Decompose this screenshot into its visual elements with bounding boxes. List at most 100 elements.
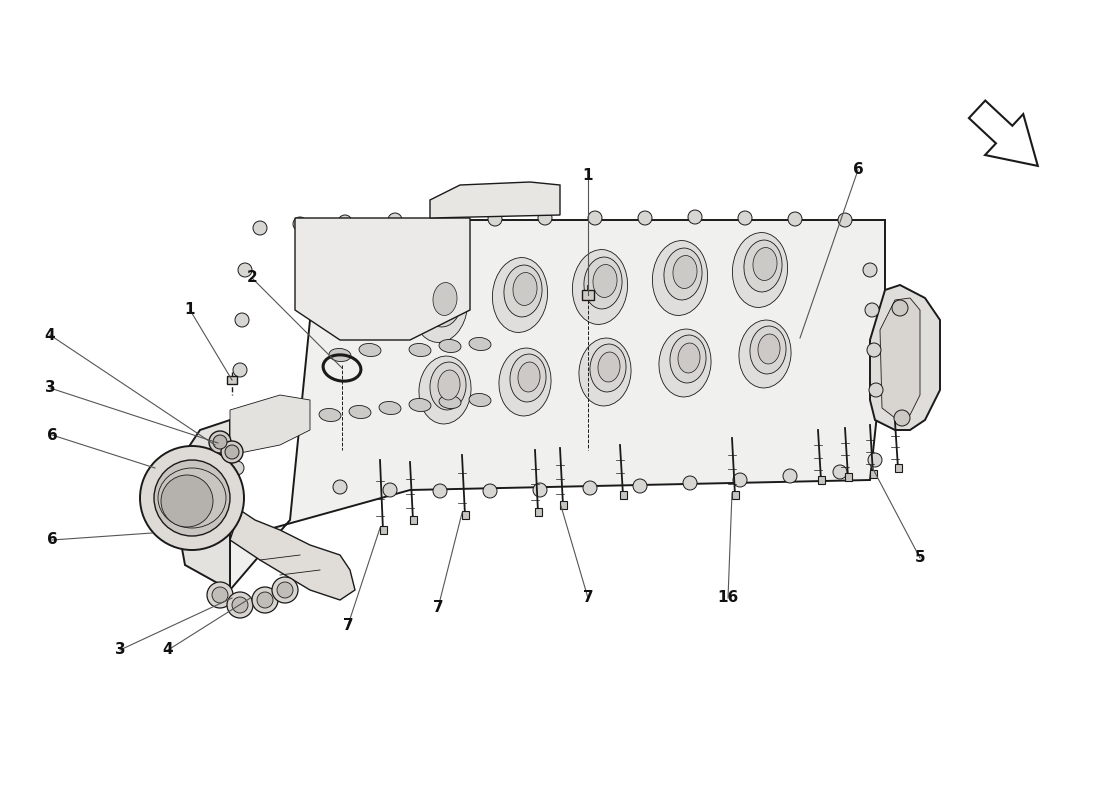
Polygon shape xyxy=(230,395,310,455)
Ellipse shape xyxy=(439,339,461,353)
Polygon shape xyxy=(230,220,886,590)
Circle shape xyxy=(257,592,273,608)
Ellipse shape xyxy=(419,356,471,424)
Bar xyxy=(732,491,739,499)
Circle shape xyxy=(232,597,248,613)
Polygon shape xyxy=(175,420,230,590)
Polygon shape xyxy=(295,218,470,340)
Circle shape xyxy=(277,582,293,598)
Ellipse shape xyxy=(572,250,628,325)
Bar xyxy=(227,376,236,384)
Circle shape xyxy=(864,263,877,277)
Circle shape xyxy=(838,213,853,227)
Circle shape xyxy=(869,383,883,397)
Text: 16: 16 xyxy=(717,590,738,606)
Text: 5: 5 xyxy=(915,550,925,566)
Text: 6: 6 xyxy=(46,533,57,547)
Text: 7: 7 xyxy=(432,601,443,615)
Circle shape xyxy=(338,215,352,229)
Bar xyxy=(535,508,542,516)
Circle shape xyxy=(733,473,747,487)
Ellipse shape xyxy=(319,409,341,422)
Text: 6: 6 xyxy=(852,162,864,178)
Ellipse shape xyxy=(493,258,548,333)
Circle shape xyxy=(534,483,547,497)
Circle shape xyxy=(213,435,227,449)
Ellipse shape xyxy=(510,354,546,402)
Ellipse shape xyxy=(659,329,711,397)
Circle shape xyxy=(154,460,230,536)
Circle shape xyxy=(867,343,881,357)
Ellipse shape xyxy=(359,343,381,357)
Bar xyxy=(870,470,877,478)
Polygon shape xyxy=(430,182,560,218)
Circle shape xyxy=(238,263,252,277)
Ellipse shape xyxy=(739,320,791,388)
Bar xyxy=(620,491,627,499)
Text: 4: 4 xyxy=(163,642,174,658)
Ellipse shape xyxy=(409,398,431,411)
Text: 3: 3 xyxy=(45,381,55,395)
Ellipse shape xyxy=(513,273,537,306)
Ellipse shape xyxy=(412,267,468,342)
Circle shape xyxy=(207,582,233,608)
Ellipse shape xyxy=(499,348,551,416)
Circle shape xyxy=(868,453,882,467)
Ellipse shape xyxy=(430,362,466,410)
Bar xyxy=(582,290,594,300)
Bar xyxy=(410,516,417,524)
Ellipse shape xyxy=(744,240,782,292)
Text: 7: 7 xyxy=(343,618,353,633)
Text: 6: 6 xyxy=(46,427,57,442)
Bar xyxy=(895,464,902,472)
Circle shape xyxy=(783,469,798,483)
Circle shape xyxy=(233,363,248,377)
Circle shape xyxy=(638,211,652,225)
Ellipse shape xyxy=(678,343,700,373)
Ellipse shape xyxy=(379,402,401,414)
Text: 3: 3 xyxy=(114,642,125,658)
Circle shape xyxy=(683,476,697,490)
Circle shape xyxy=(788,212,802,226)
Polygon shape xyxy=(230,510,355,600)
Ellipse shape xyxy=(518,362,540,392)
Circle shape xyxy=(865,303,879,317)
Ellipse shape xyxy=(504,265,542,317)
Text: 7: 7 xyxy=(583,590,593,606)
Text: 1: 1 xyxy=(583,167,593,182)
Bar xyxy=(818,476,825,484)
Circle shape xyxy=(140,446,244,550)
Circle shape xyxy=(226,445,239,459)
Ellipse shape xyxy=(438,370,460,400)
Ellipse shape xyxy=(579,338,631,406)
Ellipse shape xyxy=(349,406,371,418)
Ellipse shape xyxy=(424,275,462,327)
Ellipse shape xyxy=(673,255,697,289)
Ellipse shape xyxy=(598,352,620,382)
Ellipse shape xyxy=(439,395,461,409)
Polygon shape xyxy=(870,285,940,430)
Ellipse shape xyxy=(469,338,491,350)
Circle shape xyxy=(738,211,752,225)
Circle shape xyxy=(483,484,497,498)
Ellipse shape xyxy=(469,394,491,406)
Circle shape xyxy=(212,587,228,603)
Ellipse shape xyxy=(652,241,707,315)
Circle shape xyxy=(221,441,243,463)
Ellipse shape xyxy=(584,257,623,309)
Ellipse shape xyxy=(670,335,706,383)
Circle shape xyxy=(433,484,447,498)
Circle shape xyxy=(253,221,267,235)
Circle shape xyxy=(231,413,245,427)
Text: 1: 1 xyxy=(185,302,196,318)
Ellipse shape xyxy=(664,248,702,300)
Circle shape xyxy=(333,480,346,494)
Ellipse shape xyxy=(590,344,626,392)
Bar xyxy=(560,501,566,509)
Ellipse shape xyxy=(733,233,788,307)
Circle shape xyxy=(293,217,307,231)
Polygon shape xyxy=(880,298,920,418)
Ellipse shape xyxy=(329,349,351,362)
Circle shape xyxy=(227,592,253,618)
Circle shape xyxy=(583,481,597,495)
